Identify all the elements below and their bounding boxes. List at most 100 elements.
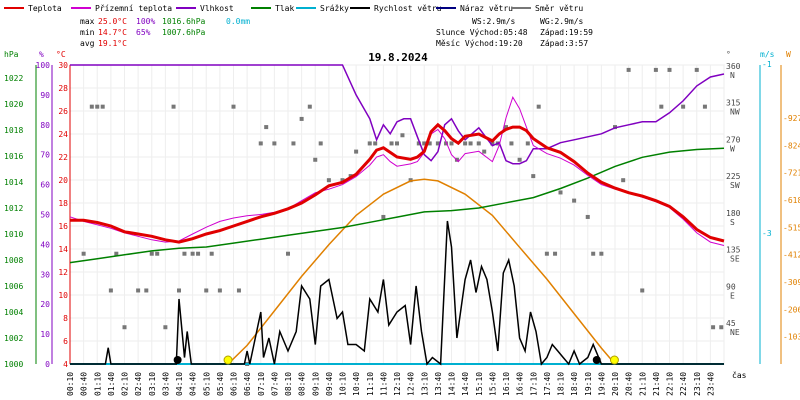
tick-temp: 12 (58, 268, 68, 277)
stat-max-temp: 25.0°C (98, 17, 127, 26)
info-sun-set: Západ:19:59 (540, 28, 593, 37)
dir-point (95, 104, 100, 109)
axis-label-w: W (786, 50, 791, 59)
series-humidity (70, 64, 725, 165)
series-solar (227, 178, 616, 365)
dir-point (258, 141, 263, 146)
dir-point (299, 116, 304, 121)
tick-temp: 14 (58, 245, 68, 254)
tick-time: 00:10 (66, 372, 75, 396)
dir-point (427, 141, 432, 146)
dir-point (463, 141, 468, 146)
tick-temp: 6 (63, 337, 68, 346)
tick-time: 22:10 (666, 372, 675, 396)
tick-temp: 26 (58, 107, 68, 116)
tick-temp: 18 (58, 199, 68, 208)
tick-time: 21:10 (638, 372, 647, 396)
tick-w: -927 (783, 114, 800, 123)
tick-w: -206 (783, 305, 800, 314)
tick-time: 12:10 (393, 372, 402, 396)
tick-hpa: 1020 (4, 100, 23, 109)
legend-label-wind: Rychlost větru (374, 4, 442, 13)
tick-pct: 50 (40, 211, 50, 220)
series-feels (69, 95, 725, 246)
tick-temp: 8 (63, 314, 68, 323)
dir-point (531, 174, 536, 179)
tick-deg: 360 (726, 62, 741, 71)
tick-temp: 16 (58, 222, 68, 231)
tick-time: 06:10 (230, 372, 239, 396)
legend-label-temp: Teplota (28, 4, 62, 13)
legend-label-rain: Srážky (320, 4, 349, 13)
grid (69, 64, 725, 365)
dir-point (395, 141, 399, 146)
tick-time: 13:40 (434, 372, 443, 396)
tick-time: 19:40 (597, 372, 606, 396)
dir-point (558, 190, 563, 195)
legend-label-gust: Náraz větru (460, 4, 513, 13)
tick-temp: 30 (58, 61, 68, 70)
dir-point (444, 141, 449, 146)
tick-compass: NE (730, 328, 740, 337)
tick-temp: 24 (58, 130, 68, 139)
stat-max-hum: 100% (136, 17, 155, 26)
tick-pct: 40 (40, 240, 50, 249)
tick-ms: -1 (762, 60, 772, 69)
dir-point (400, 133, 405, 138)
dir-point (572, 198, 577, 203)
tick-pct: 80 (40, 121, 50, 130)
legend-label-hum: Vlhkost (200, 4, 234, 13)
dir-point (626, 67, 631, 72)
dir-point (517, 157, 522, 162)
axis-label-hpa: hPa (4, 50, 19, 59)
dir-point (122, 325, 127, 330)
tick-hpa: 1022 (4, 74, 23, 83)
dir-point (591, 251, 596, 256)
tick-w: -515 (783, 223, 800, 232)
dir-point (114, 251, 119, 256)
tick-temp: 22 (58, 153, 68, 162)
tick-deg: 270 (726, 135, 741, 144)
series-pressure (69, 147, 725, 264)
tick-time: 13:10 (420, 372, 429, 396)
tick-time: 00:40 (80, 372, 89, 396)
stat-min-press: 1007.6hPa (162, 28, 206, 37)
tick-time: 04:40 (189, 372, 198, 396)
dir-point (264, 125, 269, 130)
tick-time: 18:10 (557, 372, 566, 396)
tick-deg: 45 (726, 319, 736, 328)
dir-point (659, 104, 664, 109)
tick-pct: 100 (36, 61, 51, 70)
tick-temp: 10 (58, 291, 68, 300)
tick-hpa: 1002 (4, 334, 23, 343)
marker-sunset (609, 355, 619, 365)
tick-hpa: 1006 (4, 282, 23, 291)
tick-pct: 60 (40, 181, 50, 190)
dir-point (291, 141, 296, 146)
dir-point (307, 104, 312, 109)
chart-title: 19.8.2024 (368, 51, 428, 64)
dir-point (585, 214, 590, 219)
tick-time: 17:40 (543, 372, 552, 396)
x-unit-label: čas (732, 370, 747, 380)
plot-area (69, 64, 725, 366)
tick-time: 19:10 (584, 372, 593, 396)
dir-point (694, 67, 699, 72)
legend-label-feels: Přízemní teplota (95, 4, 172, 13)
stat-label-avg: avg (80, 39, 95, 48)
dir-point (416, 141, 421, 146)
dir-point (653, 67, 658, 72)
tick-compass: NW (730, 108, 740, 117)
tick-time: 15:40 (488, 372, 497, 396)
dir-point (504, 125, 508, 130)
dir-point (108, 288, 113, 293)
tick-time: 09:10 (311, 372, 320, 396)
tick-time: 10:40 (352, 372, 361, 396)
dir-point (81, 251, 86, 256)
tick-deg: 90 (726, 282, 736, 291)
dir-point (209, 251, 214, 256)
tick-time: 10:10 (339, 372, 348, 396)
stat-avg-temp: 19.1°C (98, 39, 127, 48)
tick-deg: 225 (726, 172, 741, 181)
